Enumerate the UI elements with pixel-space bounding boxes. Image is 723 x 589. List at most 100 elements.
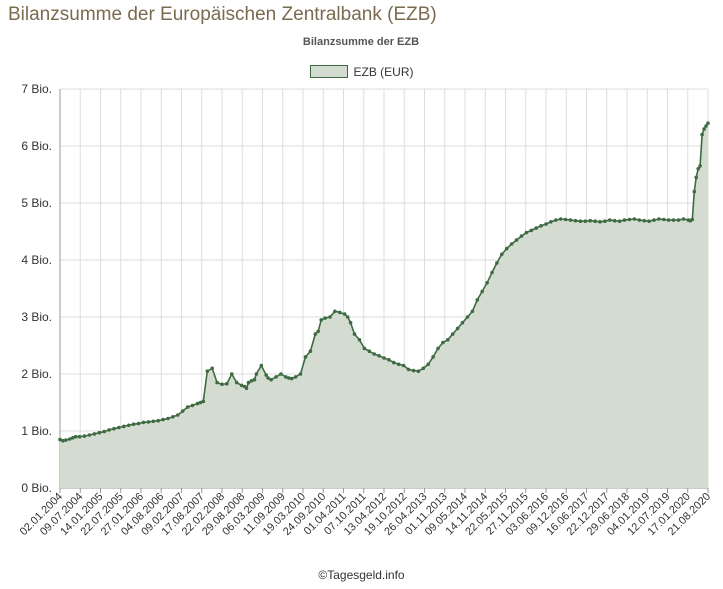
data-point: [319, 318, 324, 322]
data-point: [698, 164, 702, 168]
data-point: [92, 432, 97, 436]
data-point: [608, 218, 612, 222]
data-point: [504, 246, 509, 251]
data-point: [195, 401, 200, 406]
data-point: [284, 375, 288, 379]
y-tick-label: 0 Bio.: [21, 481, 52, 495]
data-point: [450, 332, 455, 336]
data-point: [460, 320, 465, 325]
data-point: [64, 438, 68, 442]
y-tick-label: 3 Bio.: [21, 310, 52, 324]
data-point: [490, 270, 494, 275]
data-point: [387, 358, 391, 362]
data-point: [554, 218, 558, 222]
data-point: [694, 175, 698, 180]
data-point: [266, 376, 270, 380]
data-point: [269, 377, 273, 382]
data-point: [401, 363, 406, 368]
data-point: [230, 372, 234, 376]
data-point: [676, 218, 681, 222]
data-point: [82, 434, 87, 438]
data-point: [190, 403, 195, 408]
data-point: [573, 218, 578, 223]
data-point: [352, 332, 357, 336]
data-point: [612, 218, 617, 223]
data-point: [588, 218, 592, 223]
data-point: [146, 420, 151, 424]
data-point: [509, 242, 514, 246]
data-point: [617, 219, 622, 223]
data-point: [627, 217, 632, 222]
data-point: [298, 372, 303, 376]
data-point: [156, 418, 160, 423]
y-tick-label: 4 Bio.: [21, 253, 52, 267]
data-point: [249, 379, 254, 383]
data-point: [338, 310, 342, 315]
data-point: [264, 373, 269, 377]
data-point: [362, 346, 367, 351]
data-point: [136, 421, 141, 426]
data-point: [392, 360, 396, 365]
credit: ©Tagesgeld.info: [318, 568, 405, 582]
legend[interactable]: EZB (EUR): [0, 64, 723, 79]
data-point: [234, 380, 239, 385]
data-point: [252, 377, 257, 382]
data-point: [225, 381, 229, 386]
data-point: [131, 422, 136, 427]
data-point: [578, 219, 583, 223]
data-point: [372, 352, 377, 356]
data-point: [215, 380, 219, 385]
y-axis: 0 Bio. 1 Bio. 2 Bio. 3 Bio. 4 Bio. 5 Bio. 6 Bi…: [21, 82, 61, 495]
data-point: [657, 217, 661, 221]
data-point: [244, 386, 249, 391]
area-fill: [60, 123, 708, 488]
data-point: [323, 316, 327, 320]
data-point: [239, 383, 244, 388]
y-tick-label: 5 Bio.: [21, 196, 52, 210]
data-point: [690, 217, 695, 222]
data-point: [97, 430, 102, 435]
data-point: [303, 355, 308, 359]
data-point: [220, 382, 224, 387]
data-point: [396, 362, 401, 367]
data-point: [603, 219, 607, 223]
data-point: [529, 228, 534, 233]
data-point: [342, 312, 347, 316]
data-point: [702, 127, 706, 131]
data-point: [382, 356, 386, 360]
data-point: [73, 434, 78, 439]
data-point: [598, 220, 602, 224]
data-point: [246, 380, 251, 385]
data-point: [77, 434, 82, 439]
data-point: [446, 338, 450, 342]
data-point: [470, 309, 475, 314]
data-point: [201, 399, 206, 404]
data-point: [367, 349, 372, 354]
data-point: [313, 332, 318, 336]
data-point: [421, 366, 426, 371]
data-point: [117, 425, 121, 430]
data-point: [475, 298, 480, 302]
data-point: [549, 220, 553, 224]
data-point: [441, 340, 445, 345]
data-point: [102, 429, 106, 434]
data-point: [436, 346, 440, 351]
series-area: [58, 121, 710, 488]
data-point: [254, 372, 259, 376]
data-point: [642, 218, 646, 223]
data-point: [377, 354, 381, 358]
x-axis: 02.01.200409.07.200414.01.200522.07.2005…: [18, 487, 713, 538]
data-point: [289, 376, 294, 381]
data-point: [166, 416, 170, 421]
data-point: [637, 218, 642, 222]
data-point: [316, 329, 321, 334]
data-point: [308, 349, 313, 354]
data-point: [180, 409, 185, 413]
data-point: [465, 315, 470, 319]
data-point: [279, 372, 283, 376]
data-point: [500, 252, 504, 257]
data-point: [68, 437, 72, 441]
data-point: [519, 234, 524, 238]
data-point: [161, 417, 165, 422]
